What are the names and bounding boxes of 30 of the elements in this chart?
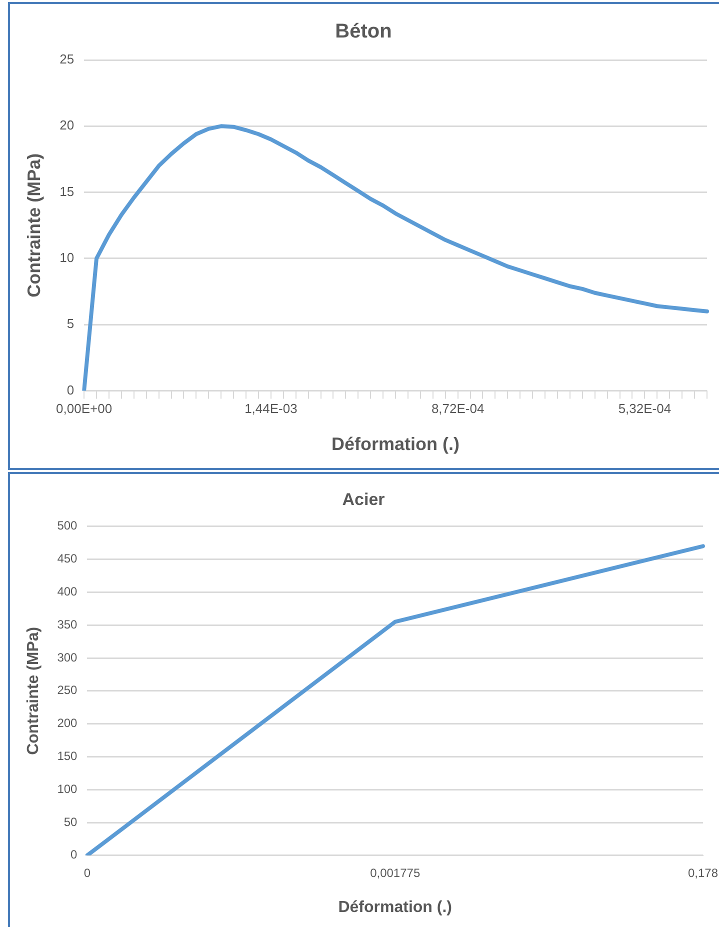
- y-tick-label: 150: [57, 749, 78, 764]
- y-tick-label: 500: [57, 518, 78, 533]
- y-axis-title: Contrainte (MPa): [24, 153, 44, 298]
- y-tick-label: 100: [57, 782, 78, 796]
- y-tick-label: 25: [60, 52, 74, 67]
- y-tick-label: 50: [64, 814, 78, 829]
- x-tick-label: 0,178: [688, 866, 718, 880]
- x-tick-label: 5,32E-04: [618, 401, 672, 416]
- y-tick-label: 5: [66, 316, 74, 332]
- y-tick-label: 10: [60, 250, 74, 266]
- y-tick-label: 350: [57, 617, 78, 632]
- y-axis-title: Contrainte (MPa): [25, 626, 42, 755]
- chart-title: Béton: [335, 20, 392, 43]
- x-tick-label: 8,72E-04: [431, 401, 484, 416]
- x-tick-label: 0,00E+00: [56, 401, 112, 416]
- y-tick-label: 300: [57, 650, 78, 664]
- y-tick-label: 400: [57, 584, 78, 599]
- y-tick-label: 0: [70, 848, 78, 862]
- x-axis-title: Déformation (.): [338, 898, 452, 916]
- y-tick-label: 15: [60, 184, 74, 199]
- x-tick-label: 0: [84, 866, 91, 880]
- y-tick-label: 0: [66, 382, 74, 398]
- y-tick-label: 450: [57, 552, 78, 566]
- y-tick-label: 250: [57, 683, 78, 698]
- y-tick-label: 20: [60, 118, 74, 133]
- chart-title: Acier: [342, 490, 386, 509]
- x-axis-title: Déformation (.): [332, 434, 460, 454]
- y-tick-label: 200: [57, 716, 78, 730]
- x-tick-label: 0,001775: [370, 866, 420, 880]
- x-tick-label: 1,44E-03: [244, 401, 298, 416]
